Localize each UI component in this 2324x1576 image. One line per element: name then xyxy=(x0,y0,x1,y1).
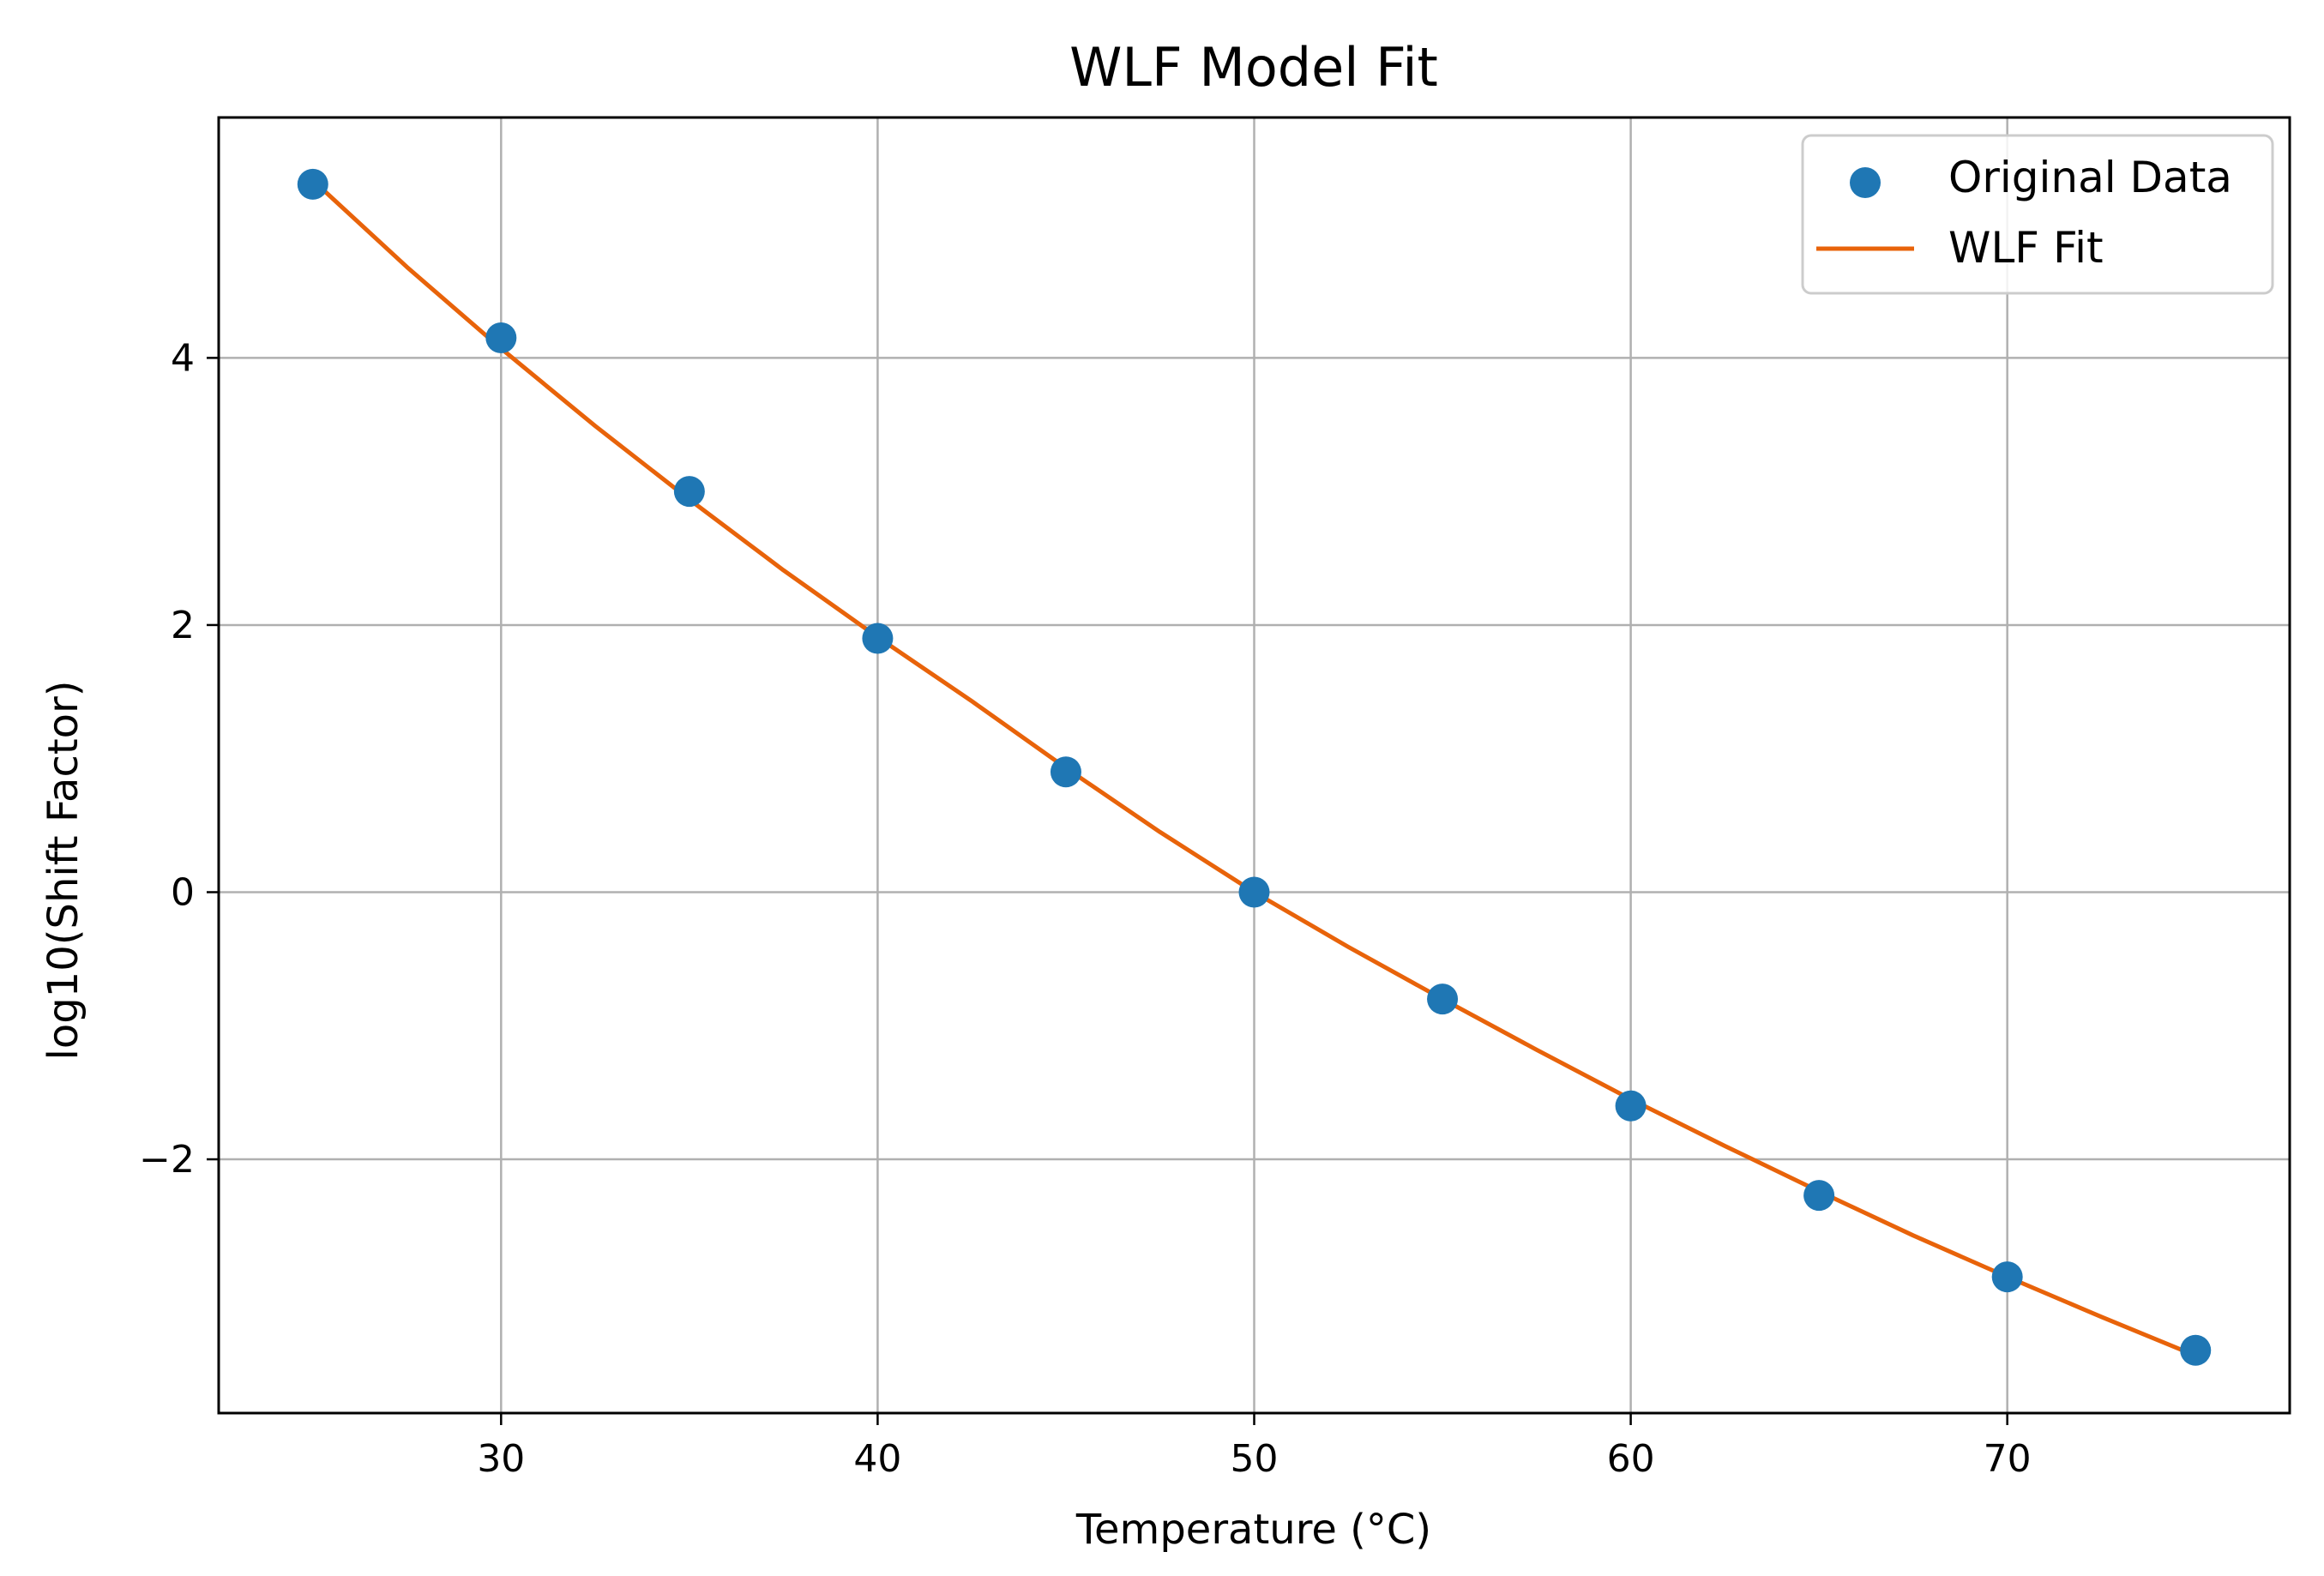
chart-title: WLF Model Fit xyxy=(1069,36,1438,99)
x-tick-label: 50 xyxy=(1231,1437,1279,1481)
legend: Original Data WLF Fit xyxy=(1801,134,2274,295)
scatter-layer xyxy=(297,168,2212,1366)
data-point xyxy=(862,623,894,654)
data-point xyxy=(1991,1261,2023,1293)
data-point xyxy=(1050,756,1081,788)
legend-box xyxy=(1801,134,2274,295)
legend-label-wlf-fit: WLF Fit xyxy=(1948,223,2104,273)
data-point xyxy=(1427,983,1459,1015)
y-tick-label: 0 xyxy=(171,870,195,914)
data-point xyxy=(485,322,517,354)
legend-marker-original-data xyxy=(1850,167,1881,198)
y-axis-label: log10(Shift Factor) xyxy=(39,681,87,1061)
x-tick-label: 70 xyxy=(1984,1437,2032,1481)
legend-label-original-data: Original Data xyxy=(1948,153,2232,202)
grid-layer xyxy=(219,117,2290,1413)
x-tick-label: 30 xyxy=(477,1437,525,1481)
x-tick-label: 60 xyxy=(1607,1437,1655,1481)
data-point xyxy=(2180,1334,2212,1366)
x-axis-label: Temperature (°C) xyxy=(1075,1506,1431,1554)
data-point xyxy=(297,168,328,200)
x-tick-label: 40 xyxy=(853,1437,901,1481)
y-tick-label: −2 xyxy=(139,1138,195,1182)
data-point xyxy=(1615,1090,1647,1122)
y-tick-label: 4 xyxy=(171,336,195,380)
tick-layer: 30 40 50 60 70 −2 0 2 4 xyxy=(139,336,2032,1481)
data-point xyxy=(1803,1180,1835,1212)
data-point xyxy=(673,476,705,508)
data-point xyxy=(1238,876,1270,908)
plot-frame xyxy=(217,116,2291,1415)
y-tick-label: 2 xyxy=(171,604,195,647)
